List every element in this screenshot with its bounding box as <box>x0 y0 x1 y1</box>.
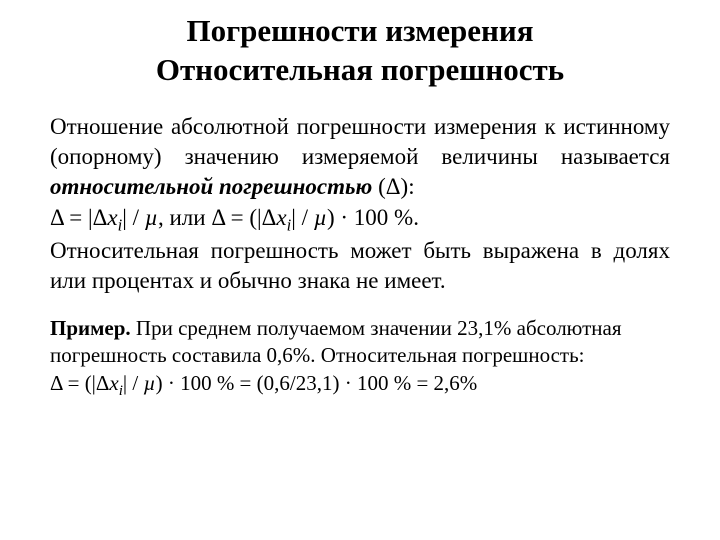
title-line-1: Погрешности измерения <box>50 12 670 51</box>
delta-symbol: Δ <box>386 174 401 199</box>
formula-x-1: x <box>107 205 117 230</box>
formula-x-2: x <box>276 205 286 230</box>
example-line2-a: Δ = (|Δ <box>50 371 109 395</box>
formula-part-a: Δ = |Δ <box>50 205 107 230</box>
formula-part-b: | / <box>122 205 145 230</box>
definition-term: относительной погрешностью <box>50 174 372 199</box>
example-line2-c: ) · 100 % = (0,6/23,1) · 100 % = 2,6% <box>156 371 478 395</box>
definition-pre: Отношение абсолютной погрешности измерен… <box>50 114 670 169</box>
body-paragraph: Отношение абсолютной погрешности измерен… <box>50 112 670 297</box>
example-x: x <box>109 371 118 395</box>
example-block: Пример. При среднем получаемом значении … <box>50 315 670 403</box>
title-line-2: Относительная погрешность <box>50 51 670 90</box>
definition-post-close: ): <box>401 174 415 199</box>
definition-post-open: ( <box>372 174 385 199</box>
example-label: Пример. <box>50 316 131 340</box>
formula-part-e: ) · 100 %. <box>327 205 419 230</box>
example-line2-b: | / <box>123 371 144 395</box>
title-block: Погрешности измерения Относительная погр… <box>50 12 670 90</box>
formula-mu-1: µ <box>145 205 158 230</box>
body-tail: Относительная погрешность может быть выр… <box>50 238 670 293</box>
formula-part-c: , или Δ = (|Δ <box>158 205 276 230</box>
slide-root: Погрешности измерения Относительная погр… <box>0 0 720 540</box>
formula-mu-2: µ <box>314 205 327 230</box>
example-mu: µ <box>143 371 155 395</box>
formula-part-d: | / <box>291 205 314 230</box>
example-text-a: При среднем получаемом значении 23,1% аб… <box>50 316 622 368</box>
